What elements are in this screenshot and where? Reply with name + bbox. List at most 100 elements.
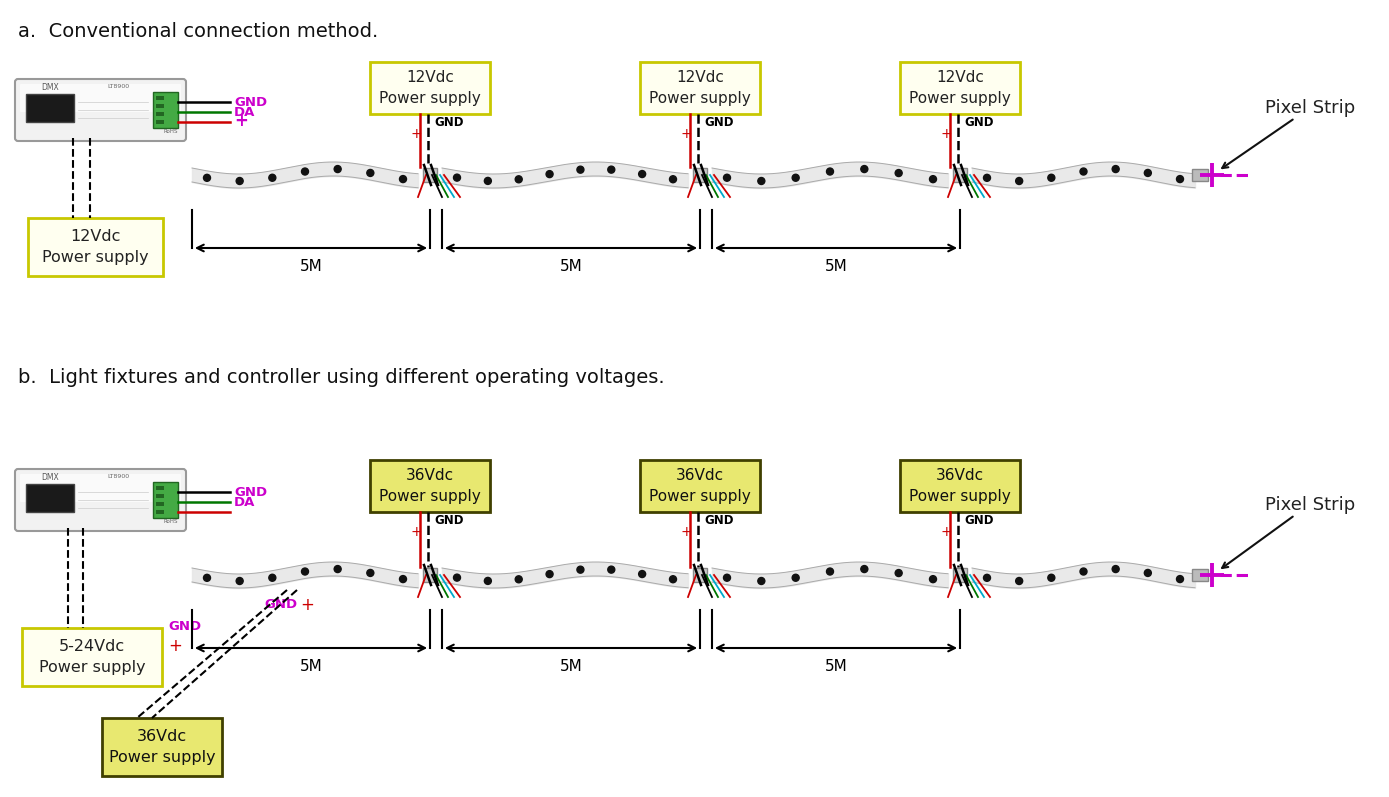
Text: 5M: 5M xyxy=(560,659,582,674)
Circle shape xyxy=(335,166,342,173)
Circle shape xyxy=(1015,578,1022,584)
Circle shape xyxy=(269,175,276,181)
Circle shape xyxy=(204,175,211,182)
FancyBboxPatch shape xyxy=(156,120,164,124)
FancyBboxPatch shape xyxy=(156,494,164,498)
Text: 36Vdc
Power supply: 36Vdc Power supply xyxy=(910,468,1011,504)
Text: +: + xyxy=(681,525,692,539)
FancyBboxPatch shape xyxy=(640,62,760,114)
Text: GND: GND xyxy=(964,116,993,128)
Text: GND: GND xyxy=(964,513,993,527)
FancyBboxPatch shape xyxy=(953,568,967,582)
Circle shape xyxy=(895,170,903,177)
Circle shape xyxy=(895,570,903,576)
Circle shape xyxy=(1113,166,1120,173)
Circle shape xyxy=(367,569,374,576)
Text: +: + xyxy=(410,525,422,539)
Text: 12Vdc
Power supply: 12Vdc Power supply xyxy=(42,229,149,265)
Text: 5M: 5M xyxy=(825,259,847,274)
Circle shape xyxy=(546,571,553,578)
Text: GND: GND xyxy=(233,96,267,108)
Circle shape xyxy=(1113,566,1120,572)
FancyBboxPatch shape xyxy=(22,628,163,686)
Circle shape xyxy=(758,178,765,184)
Circle shape xyxy=(1081,568,1088,575)
FancyBboxPatch shape xyxy=(28,218,163,276)
Text: GND: GND xyxy=(433,513,464,527)
Circle shape xyxy=(724,175,731,181)
FancyBboxPatch shape xyxy=(153,482,178,518)
Circle shape xyxy=(301,168,308,175)
Text: DMX: DMX xyxy=(42,473,58,482)
Circle shape xyxy=(1015,178,1022,184)
Circle shape xyxy=(1145,569,1151,576)
FancyBboxPatch shape xyxy=(156,486,164,490)
FancyBboxPatch shape xyxy=(369,62,490,114)
FancyBboxPatch shape xyxy=(156,112,164,116)
Circle shape xyxy=(515,176,522,183)
Text: DA: DA xyxy=(233,105,256,119)
Circle shape xyxy=(335,566,342,572)
FancyBboxPatch shape xyxy=(15,469,186,531)
Circle shape xyxy=(485,178,492,184)
FancyBboxPatch shape xyxy=(693,568,707,582)
Circle shape xyxy=(1176,575,1183,583)
Text: +: + xyxy=(940,127,951,141)
Circle shape xyxy=(826,168,833,175)
Circle shape xyxy=(485,577,492,584)
Circle shape xyxy=(301,568,308,575)
Circle shape xyxy=(826,568,833,575)
Text: 12Vdc
Power supply: 12Vdc Power supply xyxy=(910,70,1011,106)
Circle shape xyxy=(453,574,461,581)
FancyBboxPatch shape xyxy=(369,460,490,512)
Text: LT8900: LT8900 xyxy=(107,474,129,479)
Text: DA: DA xyxy=(233,496,256,508)
Text: +: + xyxy=(410,127,422,141)
Text: 36Vdc
Power supply: 36Vdc Power supply xyxy=(379,468,481,504)
Text: 12Vdc
Power supply: 12Vdc Power supply xyxy=(379,70,481,106)
Circle shape xyxy=(515,575,522,583)
Circle shape xyxy=(453,174,461,181)
Text: GND: GND xyxy=(433,116,464,128)
Circle shape xyxy=(929,175,936,183)
FancyBboxPatch shape xyxy=(953,168,967,182)
Circle shape xyxy=(1176,175,1183,183)
Circle shape xyxy=(236,178,243,184)
Circle shape xyxy=(1081,168,1088,175)
FancyBboxPatch shape xyxy=(156,104,164,108)
Circle shape xyxy=(1047,575,1054,581)
Text: 5M: 5M xyxy=(825,659,847,674)
Text: Pixel Strip: Pixel Strip xyxy=(1265,496,1356,514)
Text: DMX: DMX xyxy=(42,83,58,92)
Text: Pixel Strip: Pixel Strip xyxy=(1265,99,1356,117)
FancyBboxPatch shape xyxy=(26,484,74,512)
Text: b.  Light fixtures and controller using different operating voltages.: b. Light fixtures and controller using d… xyxy=(18,368,664,387)
Text: +: + xyxy=(681,127,692,141)
FancyBboxPatch shape xyxy=(640,460,760,512)
Circle shape xyxy=(861,166,868,173)
FancyBboxPatch shape xyxy=(1192,169,1208,181)
Circle shape xyxy=(639,571,646,578)
Circle shape xyxy=(576,167,583,173)
Circle shape xyxy=(983,575,990,581)
FancyBboxPatch shape xyxy=(101,718,222,776)
Circle shape xyxy=(724,574,731,581)
Text: 36Vdc
Power supply: 36Vdc Power supply xyxy=(649,468,751,504)
FancyBboxPatch shape xyxy=(153,92,178,128)
Circle shape xyxy=(639,171,646,178)
FancyBboxPatch shape xyxy=(693,168,707,182)
Text: 5M: 5M xyxy=(300,259,322,274)
FancyBboxPatch shape xyxy=(19,84,181,112)
Circle shape xyxy=(608,166,615,173)
FancyBboxPatch shape xyxy=(15,79,186,141)
FancyBboxPatch shape xyxy=(900,62,1020,114)
Text: GND: GND xyxy=(704,513,733,527)
Text: GND: GND xyxy=(233,485,267,498)
Text: 5-24Vdc
Power supply: 5-24Vdc Power supply xyxy=(39,639,146,675)
Circle shape xyxy=(576,566,583,573)
Circle shape xyxy=(367,170,374,176)
FancyBboxPatch shape xyxy=(156,502,164,506)
Circle shape xyxy=(269,575,276,581)
Text: 5M: 5M xyxy=(300,659,322,674)
FancyBboxPatch shape xyxy=(156,96,164,100)
